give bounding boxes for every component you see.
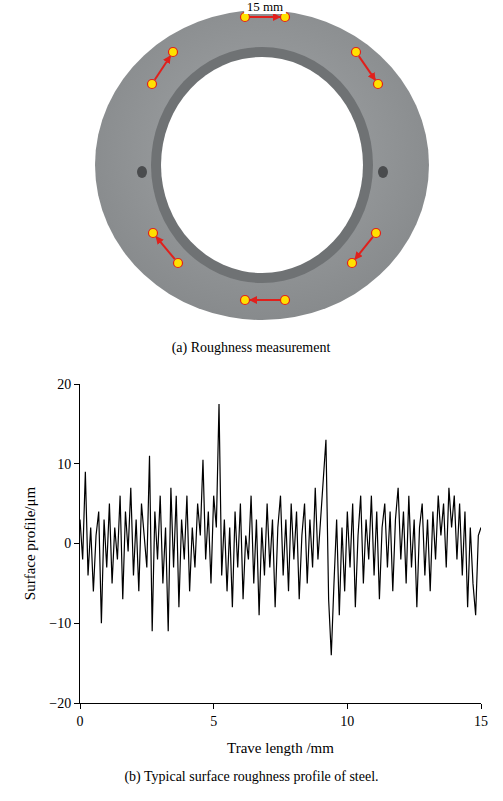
svg-text:Trave length /mm: Trave length /mm xyxy=(227,740,334,756)
svg-text:20: 20 xyxy=(57,377,71,392)
svg-text:5: 5 xyxy=(210,714,217,729)
svg-text:10: 10 xyxy=(57,457,71,472)
svg-text:−20: −20 xyxy=(49,696,71,711)
svg-text:15 mm: 15 mm xyxy=(247,0,283,14)
html-text:(b) Typical surface roughness: (b) Typical surface roughness profile of… xyxy=(124,769,379,784)
svg-text:Surface profile/μm: Surface profile/μm xyxy=(22,486,38,600)
svg-text:0: 0 xyxy=(77,714,84,729)
svg-text:15: 15 xyxy=(474,714,488,729)
svg-text:10: 10 xyxy=(340,714,354,729)
svg-text:(a) Roughness measurement: (a) Roughness measurement xyxy=(172,340,331,356)
svg-text:0: 0 xyxy=(64,536,71,551)
svg-text:−10: −10 xyxy=(49,616,71,631)
